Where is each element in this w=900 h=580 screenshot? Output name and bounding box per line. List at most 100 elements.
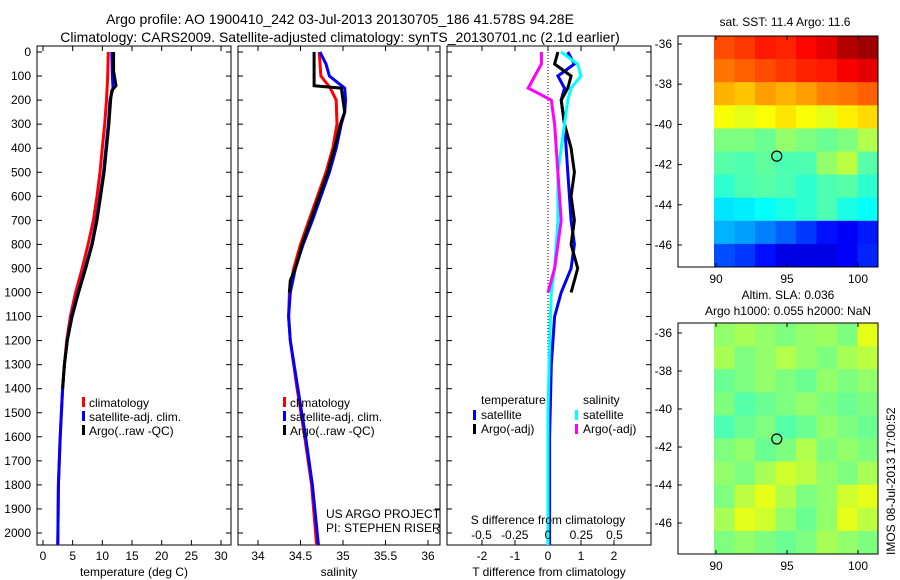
legend-swatch (575, 410, 578, 420)
sla-map-frame (677, 322, 879, 555)
legend-swatch (82, 425, 85, 435)
map-cell (796, 220, 817, 245)
map-cell (837, 220, 858, 245)
y-tick-label: 1400 (4, 382, 31, 396)
map-subtitle: Argo h1000: 0.055 h2000: NaN (705, 304, 871, 318)
map-cell (714, 105, 735, 129)
top-x-tick-label: -0.5 (471, 528, 492, 542)
y-tick-label: 1000 (4, 286, 31, 300)
map-cell (734, 59, 756, 83)
x-tick-label: 90 (709, 559, 723, 573)
map-cell (857, 346, 879, 370)
top-x-tick-label: 0 (545, 528, 552, 542)
map-cell (714, 323, 735, 347)
series-argo-raw-qc- (287, 52, 347, 293)
map-cell (775, 128, 797, 152)
y-tick-label: 300 (11, 117, 31, 131)
legend-label: satellite-adj. clim. (290, 410, 382, 424)
map-cell (755, 59, 776, 83)
legend-swatch (283, 411, 286, 421)
top-x-tick-label: -0.25 (501, 528, 529, 542)
y-tick-label: -46 (655, 238, 673, 252)
map-cell (837, 484, 858, 509)
map-cell (857, 415, 879, 439)
legend-label: Argo(..raw -QC) (290, 424, 375, 438)
legend-label: Argo(-adj) (481, 422, 534, 436)
map-cell (734, 243, 756, 268)
y-tick-label: -44 (655, 478, 673, 492)
map-cell (714, 151, 735, 176)
map-cell (816, 369, 838, 393)
map-cell (734, 415, 756, 439)
map-cell (837, 323, 858, 347)
map-cell (857, 174, 879, 199)
x-tick-label: 100 (848, 272, 868, 286)
y-tick-label: 2000 (4, 526, 31, 540)
map-cell (755, 369, 776, 393)
map-cell (857, 197, 879, 222)
y-tick-label: -38 (655, 364, 673, 378)
map-cell (734, 82, 756, 106)
series-climatology (56, 51, 110, 546)
map-cell (755, 323, 776, 347)
top-x-tick-label: 0.5 (606, 528, 623, 542)
y-tick-label: -36 (655, 37, 673, 51)
title-line-2: Climatology: CARS2009. Satellite-adjuste… (60, 29, 620, 45)
y-tick-label: 700 (11, 213, 31, 227)
map-cell (755, 151, 776, 176)
map-cell (857, 243, 879, 268)
map-cell (755, 438, 776, 463)
map-cell (714, 507, 735, 532)
x-tick-label: 20 (155, 549, 169, 563)
x-axis-label: salinity (321, 565, 358, 579)
legend-label: climatology (290, 396, 350, 410)
map-cell (714, 36, 735, 60)
map-cell (734, 36, 756, 60)
map-cell (816, 507, 838, 532)
map-cell (775, 392, 797, 416)
map-cell (714, 438, 735, 463)
y-tick-label: 800 (11, 237, 31, 251)
map-cell (734, 151, 756, 176)
y-tick-label: 1500 (4, 406, 31, 420)
map-cell (775, 438, 797, 463)
legend-label: climatology (89, 396, 149, 410)
map-cell (714, 220, 735, 245)
y-tick-label: 1100 (5, 310, 31, 324)
map-cell (816, 323, 838, 347)
map-cell (837, 105, 858, 129)
map-cell (816, 415, 838, 439)
map-cell (796, 59, 817, 83)
map-cell (734, 220, 756, 245)
x-tick-label: 36 (421, 549, 435, 563)
map-cell (857, 36, 879, 60)
map-cell (755, 197, 776, 222)
y-tick-label: 1800 (4, 478, 31, 492)
legend-label: satellite-adj. clim. (89, 410, 181, 424)
map-cell (857, 484, 879, 509)
map-cell (837, 438, 858, 463)
map-cell (755, 220, 776, 245)
legend-label: satellite (481, 408, 522, 422)
x-axis-label: temperature (deg C) (80, 565, 188, 579)
map-cell (816, 438, 838, 463)
x-tick-label: 2 (611, 549, 618, 563)
y-tick-label: 1900 (4, 502, 31, 516)
x-tick-label: 35.5 (374, 549, 398, 563)
x-tick-label: 1 (578, 549, 585, 563)
map-cell (837, 369, 858, 393)
x-tick-label: 5 (69, 549, 76, 563)
map-cell (775, 82, 797, 106)
map-cell (796, 461, 817, 486)
legend-swatch (473, 410, 476, 420)
map-cell (796, 128, 817, 152)
map-cell (796, 174, 817, 199)
y-tick-label: 200 (11, 93, 31, 107)
map-cell (816, 174, 838, 199)
y-tick-label: 0 (24, 45, 31, 59)
map-cell (755, 484, 776, 509)
map-cell (857, 461, 879, 486)
map-cell (816, 243, 838, 268)
map-cell (755, 346, 776, 370)
map-cell (734, 369, 756, 393)
